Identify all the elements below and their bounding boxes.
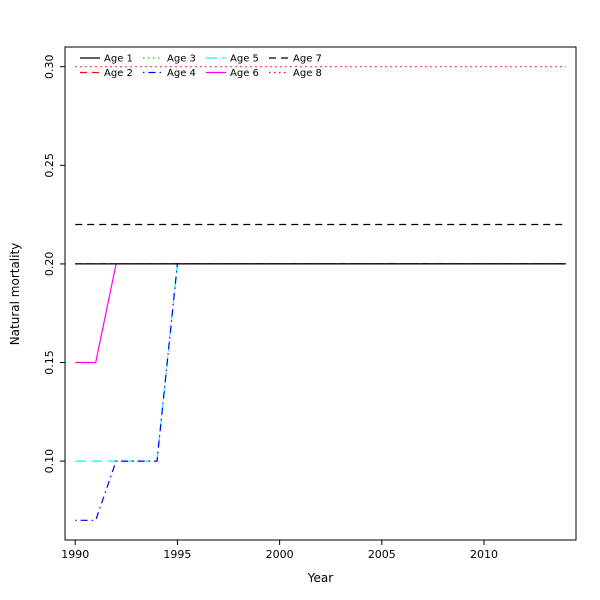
x-tick-label: 2000 (266, 548, 294, 561)
y-tick-label: 0.25 (43, 153, 56, 178)
y-tick-label: 0.20 (43, 252, 56, 277)
x-tick-label: 2010 (470, 548, 498, 561)
y-tick-label: 0.30 (43, 54, 56, 79)
legend-label-age-1: Age 1 (104, 54, 133, 65)
x-tick-label: 2005 (368, 548, 396, 561)
legend-label-age-3: Age 3 (167, 54, 196, 65)
legend-label-age-2: Age 2 (104, 68, 133, 79)
y-tick-label: 0.15 (43, 350, 56, 375)
series-line-age-5 (75, 263, 566, 462)
x-tick-label: 1995 (163, 548, 191, 561)
plot-border (64, 46, 577, 541)
series-line-age-4 (75, 263, 566, 521)
legend-label-age-5: Age 5 (230, 54, 259, 65)
legend-label-age-6: Age 6 (230, 68, 259, 79)
series-line-age-6 (75, 263, 566, 364)
legend-label-age-7: Age 7 (293, 54, 322, 65)
legend-label-age-4: Age 4 (167, 68, 196, 79)
x-axis-title: Year (307, 571, 334, 585)
x-tick-label: 1990 (61, 548, 89, 561)
legend-label-age-8: Age 8 (293, 68, 322, 79)
y-tick-label: 0.10 (43, 449, 56, 474)
y-axis-title: Natural mortality (8, 242, 22, 346)
